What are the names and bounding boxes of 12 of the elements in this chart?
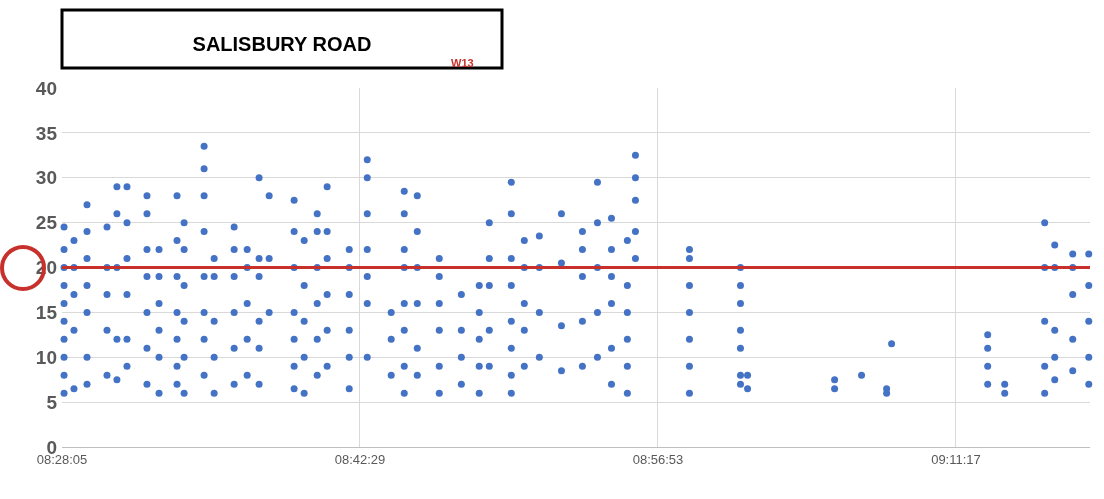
y-tick-label: 10 — [35, 346, 57, 368]
chart-title: SALISBURY ROAD — [192, 33, 372, 55]
y-tick-label: 15 — [35, 302, 58, 324]
x-tick-label: 08:42:29 — [334, 451, 386, 467]
y-tick-label: 35 — [35, 122, 58, 144]
y-tick-label: 30 — [35, 167, 57, 189]
y-tick-label: 25 — [35, 212, 58, 234]
text: W13 — [451, 57, 474, 69]
y-tick-label: 5 — [46, 391, 58, 413]
y-tick-label: 40 — [35, 77, 57, 99]
x-tick-label: 09:11:17 — [931, 451, 981, 467]
x-tick-label: 08:56:53 — [632, 451, 684, 467]
